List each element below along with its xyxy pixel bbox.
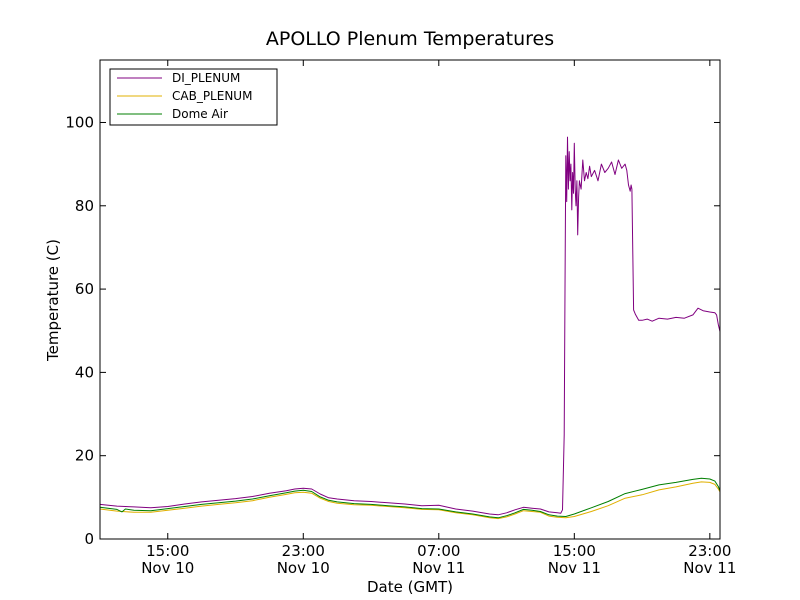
x-tick-label-date: Nov 10 <box>141 559 194 577</box>
legend-label-dome-air: Dome Air <box>172 107 228 121</box>
series-line-di-plenum <box>99 136 721 516</box>
y-axis-label: Temperature (C) <box>44 239 62 362</box>
plot-frame <box>99 59 721 540</box>
x-tick-label-date: Nov 11 <box>412 559 465 577</box>
y-tick-label: 60 <box>75 280 94 298</box>
legend-label-di-plenum: DI_PLENUM <box>172 71 240 85</box>
y-tick-label: 40 <box>75 363 94 381</box>
series-line-cab-plenum <box>99 481 721 520</box>
series-line-dome-air <box>99 477 721 519</box>
x-tick-label-time: 07:00 <box>417 542 460 560</box>
x-tick-label-date: Nov 11 <box>683 559 736 577</box>
y-tick-label: 0 <box>84 530 94 548</box>
x-tick-label-date: Nov 10 <box>277 559 330 577</box>
x-tick-label-time: 15:00 <box>146 542 189 560</box>
x-axis-label: Date (GMT) <box>367 578 453 596</box>
x-tick-label-time: 23:00 <box>282 542 325 560</box>
x-tick-label-date: Nov 11 <box>548 559 601 577</box>
x-tick-label-time: 15:00 <box>553 542 596 560</box>
y-tick-label: 20 <box>75 447 94 465</box>
chart-title: APOLLO Plenum Temperatures <box>266 28 554 50</box>
legend-label-cab-plenum: CAB_PLENUM <box>172 89 252 103</box>
y-tick-label: 100 <box>65 113 94 131</box>
legend: DI_PLENUM CAB_PLENUM Dome Air <box>109 68 278 126</box>
x-tick-label-time: 23:00 <box>688 542 731 560</box>
y-tick-label: 80 <box>75 197 94 215</box>
